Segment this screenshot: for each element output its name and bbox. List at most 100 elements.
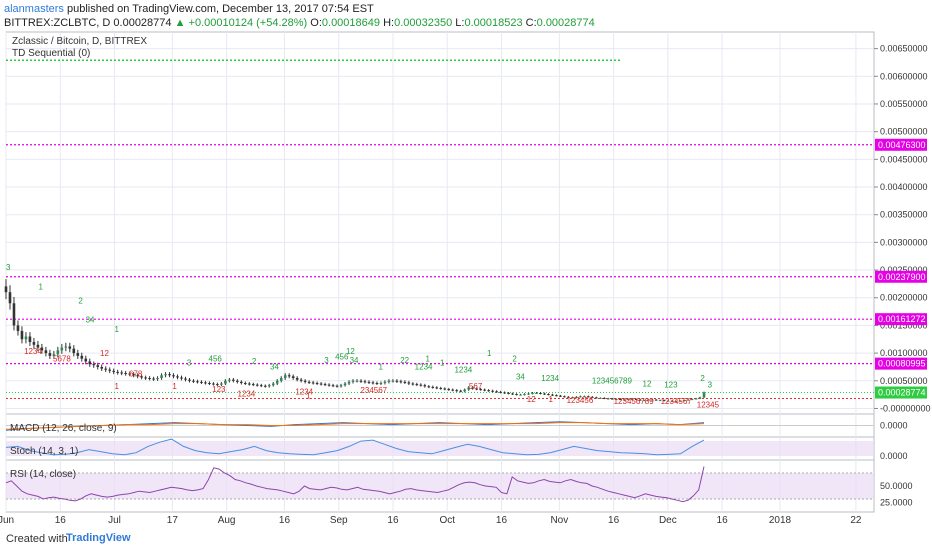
x-tick-label: 17: [167, 515, 179, 526]
candle-body: [108, 369, 112, 371]
candle-body: [319, 383, 323, 385]
author-link[interactable]: alanmasters: [4, 3, 64, 15]
tradingview-logo[interactable]: TradingView: [66, 532, 131, 544]
x-tick-label: Jun: [0, 515, 14, 526]
td-count: 3: [187, 358, 192, 367]
candle-body: [160, 375, 163, 379]
td-count: 1: [39, 282, 44, 291]
candle-body: [547, 394, 550, 396]
candle-body: [84, 358, 88, 362]
candle-body: [40, 347, 44, 351]
candle-body: [64, 346, 68, 348]
candle-body: [259, 385, 263, 387]
candle-body: [331, 385, 335, 387]
x-tick-label: 16: [496, 515, 508, 526]
candle-body: [152, 378, 155, 380]
symbol-label: BITTREX:ZCLBTC, D: [4, 17, 111, 29]
candle-body: [650, 399, 654, 401]
y-tick-label: 0.00650000: [880, 44, 928, 54]
candle-body: [375, 382, 379, 384]
x-tick-label: Jul: [108, 515, 121, 526]
candle-body: [626, 399, 630, 401]
candle-body: [80, 355, 84, 359]
candle-body: [132, 374, 135, 376]
candle-body: [236, 380, 239, 382]
publish-line: alanmasters published on TradingView.com…: [4, 3, 374, 15]
level-price-label: 0.00476300: [878, 140, 926, 150]
level-price-label: 0.00080995: [878, 359, 926, 369]
candle-body: [28, 336, 32, 343]
candle-body: [678, 400, 682, 402]
candle-body: [279, 378, 283, 381]
low-value: 0.00018523: [464, 17, 523, 29]
td-count: 34: [270, 363, 279, 372]
candle-body: [519, 394, 522, 396]
candle-body: [184, 378, 187, 380]
candle-body: [220, 383, 223, 385]
candle-body: [4, 286, 8, 293]
candle-body: [539, 392, 542, 394]
td-count: 1: [549, 395, 554, 404]
candle-body: [303, 380, 307, 382]
candle-body: [204, 382, 207, 384]
td-count: 456: [209, 354, 223, 363]
td-count: 5678: [53, 354, 71, 363]
candle-body: [666, 400, 670, 402]
candle-body: [287, 375, 291, 377]
candle-body: [646, 399, 650, 401]
candle-body: [251, 384, 255, 386]
y-tick-label: 0.00350000: [880, 210, 928, 220]
y-tick-label: 0.00550000: [880, 99, 928, 109]
candle-body: [56, 350, 60, 355]
y-tick-label: 0.00450000: [880, 154, 928, 164]
candle-body: [674, 401, 678, 403]
candle-body: [20, 330, 24, 340]
candle-body: [467, 387, 470, 390]
level-price-label: 0.00237900: [878, 272, 926, 282]
candle-body: [503, 392, 506, 394]
candle-body: [24, 336, 28, 340]
candle-body: [44, 350, 48, 354]
candle-body: [630, 399, 634, 401]
candle-body: [228, 379, 231, 381]
td-count: 1: [379, 363, 384, 372]
td-count: 12: [643, 379, 652, 388]
candle-body: [387, 380, 391, 382]
td-count: 1234: [295, 388, 313, 397]
candle-body: [491, 390, 494, 392]
candle-body: [240, 381, 243, 383]
candle-body: [136, 375, 139, 377]
candle-body: [363, 381, 367, 383]
indicator-panes[interactable]: [5, 421, 874, 503]
candle-body: [479, 389, 482, 391]
candle-body: [60, 347, 64, 351]
stoch-band: [6, 441, 874, 456]
td-count: 567: [469, 382, 483, 391]
candle-body: [451, 389, 455, 391]
candle-body: [212, 383, 215, 385]
x-tick-label: 16: [608, 515, 620, 526]
candle-body: [463, 389, 466, 392]
candle-body: [523, 394, 526, 396]
candle-body: [391, 380, 395, 382]
candle-body: [427, 386, 431, 388]
candle-body: [618, 399, 622, 401]
candle-body: [459, 390, 463, 392]
candle-body: [36, 344, 40, 348]
td-count: 123: [212, 385, 226, 394]
candle-body: [567, 396, 570, 398]
candle-body: [682, 400, 686, 402]
candle-body: [172, 375, 175, 377]
candle-body: [634, 399, 638, 401]
x-tick-label: 16: [717, 515, 729, 526]
td-count: 123: [664, 380, 678, 389]
last-price-tag: [875, 386, 927, 399]
level-price-label: 0.00161272: [878, 314, 926, 324]
chart-title: Zclassic / Bitcoin, D, BITTREX: [12, 36, 147, 47]
candle-body: [535, 392, 538, 394]
candle-body: [116, 371, 119, 373]
candle-body: [192, 380, 195, 382]
candle-body: [180, 377, 183, 379]
